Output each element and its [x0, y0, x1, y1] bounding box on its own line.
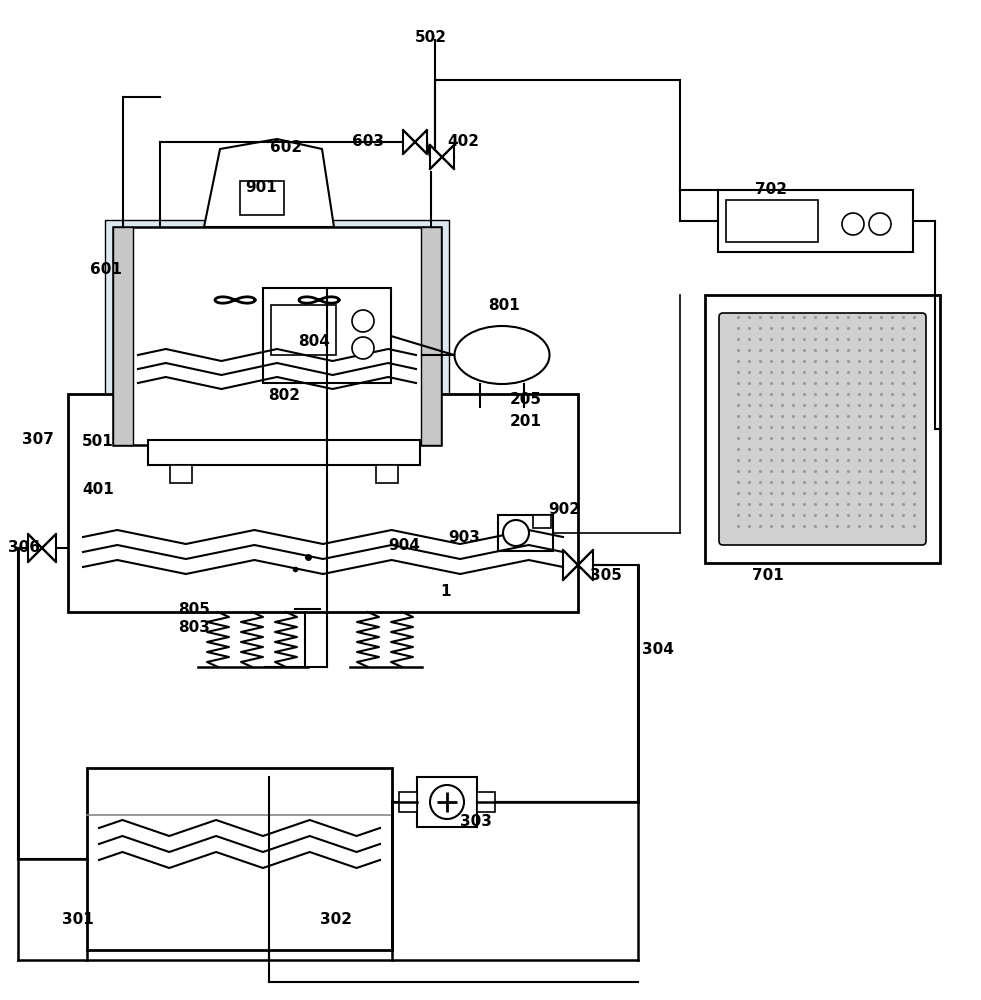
Bar	[113, 227, 133, 445]
Text: 302: 302	[320, 912, 352, 928]
Ellipse shape	[454, 326, 549, 384]
Bar	[240, 181, 284, 215]
Circle shape	[503, 520, 529, 546]
Text: 402: 402	[447, 134, 479, 149]
Bar	[105, 220, 449, 450]
Text: 803: 803	[178, 619, 210, 635]
Bar	[170, 465, 192, 483]
Polygon shape	[28, 534, 42, 562]
Bar	[533, 515, 551, 528]
Text: 903: 903	[448, 530, 480, 546]
Text: 601: 601	[90, 262, 122, 277]
Bar	[113, 227, 441, 445]
Text: 401: 401	[82, 483, 114, 497]
Polygon shape	[42, 534, 56, 562]
Bar	[68, 394, 578, 612]
Polygon shape	[563, 550, 578, 580]
Bar	[271, 305, 336, 355]
Text: 301: 301	[62, 912, 94, 928]
Bar	[705, 295, 940, 563]
Bar	[148, 440, 420, 465]
Text: 602: 602	[270, 140, 302, 155]
Polygon shape	[204, 139, 334, 227]
Circle shape	[842, 213, 864, 235]
Circle shape	[430, 785, 464, 819]
Text: 902: 902	[548, 502, 580, 518]
Bar	[477, 792, 495, 812]
Polygon shape	[578, 550, 593, 580]
Text: 701: 701	[752, 568, 784, 582]
Bar	[421, 227, 441, 445]
Text: 1: 1	[440, 584, 450, 599]
Polygon shape	[403, 130, 415, 154]
Text: 201: 201	[510, 414, 542, 430]
Circle shape	[869, 213, 891, 235]
Bar	[87, 768, 392, 950]
Text: 802: 802	[268, 387, 300, 402]
Text: 603: 603	[352, 134, 384, 149]
Text: 205: 205	[510, 392, 542, 408]
Bar	[399, 792, 417, 812]
Text: 804: 804	[298, 334, 330, 350]
FancyBboxPatch shape	[719, 313, 926, 545]
Text: 801: 801	[488, 298, 520, 312]
Bar	[263, 288, 391, 383]
Bar	[726, 200, 818, 242]
Text: 305: 305	[590, 568, 622, 582]
Text: 306: 306	[8, 540, 40, 556]
Circle shape	[352, 337, 374, 359]
Text: 904: 904	[388, 538, 420, 552]
Text: 307: 307	[22, 432, 54, 448]
Polygon shape	[415, 130, 427, 154]
Polygon shape	[442, 145, 454, 169]
Text: 303: 303	[460, 814, 491, 830]
Text: 304: 304	[642, 643, 674, 658]
Bar	[498, 515, 553, 551]
Bar	[376, 465, 398, 483]
Text: 502: 502	[415, 30, 447, 45]
Polygon shape	[430, 145, 442, 169]
Bar	[718, 190, 913, 252]
Text: 805: 805	[178, 602, 210, 617]
Text: 702: 702	[755, 182, 787, 198]
Text: 901: 901	[245, 180, 277, 196]
Text: 501: 501	[82, 434, 114, 450]
Circle shape	[352, 310, 374, 332]
Bar	[417, 777, 477, 827]
